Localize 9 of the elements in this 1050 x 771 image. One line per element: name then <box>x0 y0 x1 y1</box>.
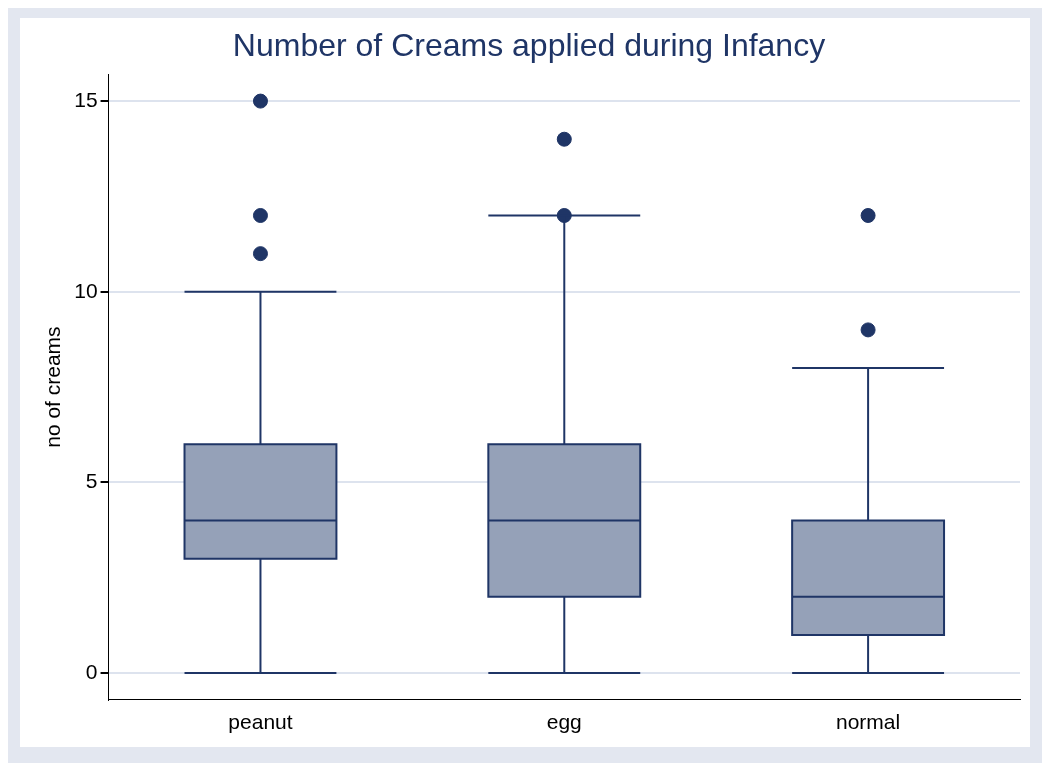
y-tick-label: 0 <box>85 659 98 683</box>
x-tick-label: egg <box>546 710 582 734</box>
y-tick-label: 10 <box>74 278 98 302</box>
y-tick-label: 15 <box>74 87 98 111</box>
x-tick-label: normal <box>835 710 901 734</box>
x-tick-label: peanut <box>228 710 293 734</box>
chart-title: Number of Creams applied during Infancy <box>232 27 826 64</box>
y-tick-label: 5 <box>85 469 98 493</box>
y-axis-title: no of creams <box>41 326 65 448</box>
